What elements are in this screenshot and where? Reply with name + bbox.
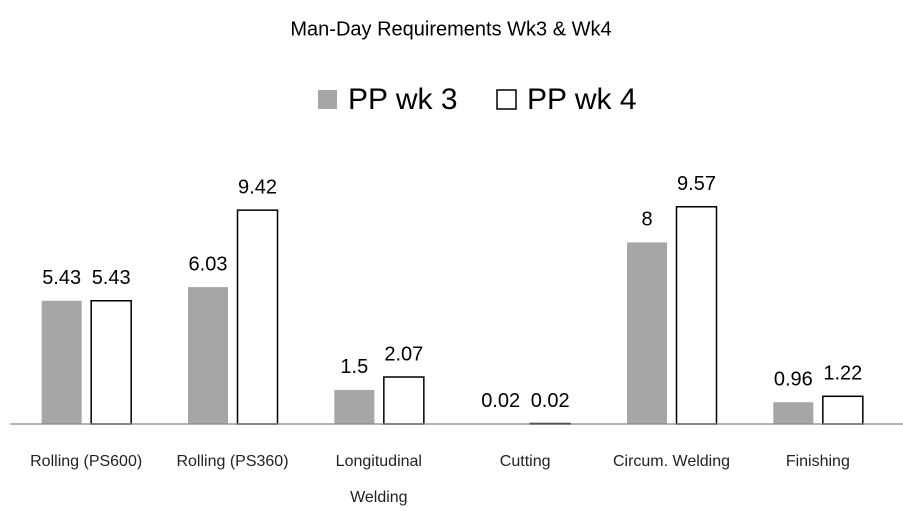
data-label: 9.57	[677, 173, 716, 195]
legend-label: PP wk 3	[348, 83, 458, 116]
legend-label: PP wk 4	[527, 83, 637, 116]
bar	[627, 242, 667, 424]
data-label: 8	[641, 209, 652, 231]
data-label: 1.22	[823, 363, 862, 385]
bar	[41, 300, 82, 424]
data-label: 0.02	[481, 390, 520, 412]
data-label: 2.07	[384, 343, 423, 365]
data-label: 6.03	[189, 253, 228, 275]
x-tick-label: Cutting	[499, 453, 551, 470]
bar	[236, 209, 279, 425]
legend-swatch	[496, 89, 517, 110]
data-label: 9.42	[238, 176, 277, 198]
bar	[90, 299, 132, 425]
x-tick-label: Rolling (PS360)	[176, 453, 289, 470]
data-label: 1.5	[340, 356, 368, 378]
x-tick-label: Circum. Welding	[612, 453, 731, 470]
data-label: 5.43	[92, 267, 131, 289]
bar	[822, 395, 864, 425]
bar	[383, 376, 425, 425]
x-tick-label: Rolling (PS600)	[30, 453, 143, 470]
data-label: 0.02	[531, 390, 570, 412]
bar	[188, 287, 228, 424]
bar	[773, 402, 814, 424]
x-tick-label: Finishing	[785, 453, 850, 470]
data-label: 5.43	[42, 267, 81, 289]
bar	[334, 389, 375, 424]
data-label: 0.96	[774, 368, 813, 390]
x-tick-label: Longitudinal Welding	[335, 453, 422, 506]
bar	[675, 206, 718, 425]
chart-title: Man-Day Requirements Wk3 & Wk4	[290, 18, 611, 40]
legend-swatch	[318, 90, 337, 109]
